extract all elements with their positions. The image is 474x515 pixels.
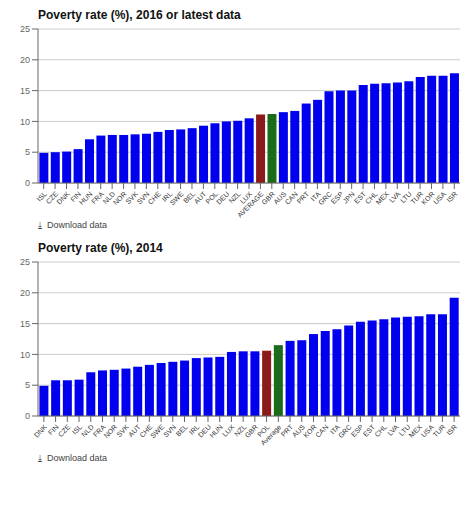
svg-text:HUN: HUN bbox=[208, 423, 224, 439]
svg-text:AUT: AUT bbox=[192, 190, 208, 206]
svg-text:CHE: CHE bbox=[146, 190, 162, 206]
svg-text:FRA: FRA bbox=[91, 423, 107, 439]
svg-text:MEX: MEX bbox=[407, 423, 424, 439]
html-text:⤓ Download data: ⤓ Download data bbox=[38, 453, 107, 463]
svg-text:ISR: ISR bbox=[445, 423, 458, 436]
svg-text:20: 20 bbox=[20, 288, 30, 298]
svg-text:CAN: CAN bbox=[314, 423, 329, 438]
svg-text:NLD: NLD bbox=[80, 423, 95, 438]
svg-text:HUN: HUN bbox=[77, 190, 94, 206]
svg-text:SWE: SWE bbox=[149, 423, 166, 440]
svg-text:PRT: PRT bbox=[295, 190, 311, 205]
svg-text:IRL: IRL bbox=[160, 190, 174, 203]
svg-text:LTU: LTU bbox=[399, 190, 413, 205]
svg-text:15: 15 bbox=[20, 86, 30, 96]
svg-text:GBR: GBR bbox=[243, 423, 260, 439]
svg-text:DEU: DEU bbox=[196, 423, 213, 439]
svg-text:10: 10 bbox=[20, 117, 30, 127]
svg-text:TUR: TUR bbox=[432, 423, 447, 438]
svg-text:ISL: ISL bbox=[35, 190, 48, 203]
svg-text:DEU: DEU bbox=[215, 190, 231, 206]
svg-text:AUS: AUS bbox=[290, 423, 306, 439]
svg-text:BEL: BEL bbox=[181, 190, 197, 205]
svg-text:PRT: PRT bbox=[279, 423, 295, 438]
svg-text:0: 0 bbox=[25, 411, 30, 421]
svg-text:EST: EST bbox=[352, 190, 368, 205]
html-text:⤓ Download data: ⤓ Download data bbox=[38, 220, 107, 230]
svg-text:GRC: GRC bbox=[336, 423, 353, 440]
svg-text:ESP: ESP bbox=[350, 423, 365, 438]
svg-text:GRC: GRC bbox=[317, 190, 334, 207]
svg-text:TUR: TUR bbox=[409, 190, 425, 206]
svg-text:FIN: FIN bbox=[69, 190, 83, 204]
svg-text:ITA: ITA bbox=[328, 423, 342, 436]
svg-text:AUT: AUT bbox=[127, 423, 142, 439]
svg-text:EST: EST bbox=[361, 423, 377, 438]
svg-text:NOR: NOR bbox=[111, 190, 128, 207]
svg-text:POL: POL bbox=[255, 423, 271, 439]
svg-text:SWE: SWE bbox=[168, 190, 185, 207]
svg-text:CHE: CHE bbox=[138, 423, 154, 439]
svg-text:25: 25 bbox=[20, 24, 30, 34]
svg-text:DNK: DNK bbox=[32, 423, 49, 439]
svg-text:LVA: LVA bbox=[386, 423, 400, 437]
svg-text:CHL: CHL bbox=[373, 423, 388, 438]
svg-text:FRA: FRA bbox=[90, 190, 105, 206]
svg-text:CZE: CZE bbox=[57, 423, 72, 438]
svg-text:NLD: NLD bbox=[101, 190, 117, 206]
svg-text:NZL: NZL bbox=[228, 190, 242, 204]
svg-text:GBR: GBR bbox=[260, 190, 276, 206]
svg-text:AVERAGE: AVERAGE bbox=[236, 190, 265, 219]
svg-text:POL: POL bbox=[204, 190, 219, 206]
svg-text:USA: USA bbox=[432, 190, 448, 206]
svg-text:IRL: IRL bbox=[187, 423, 201, 436]
svg-text:25: 25 bbox=[20, 257, 30, 267]
svg-text:CHL: CHL bbox=[363, 190, 379, 206]
svg-text:AUS: AUS bbox=[272, 190, 288, 206]
html-text:Poverty rate (%), 2016 or late: Poverty rate (%), 2016 or latest data bbox=[38, 8, 241, 22]
svg-text:CAN: CAN bbox=[283, 190, 299, 206]
svg-text:Average: Average bbox=[259, 423, 283, 447]
svg-text:SVK: SVK bbox=[124, 190, 140, 206]
svg-text:KOR: KOR bbox=[302, 423, 318, 439]
svg-text:SVN: SVN bbox=[135, 190, 151, 206]
svg-text:SVK: SVK bbox=[115, 423, 130, 438]
svg-text:KOR: KOR bbox=[420, 190, 436, 206]
svg-text:NOR: NOR bbox=[102, 423, 119, 440]
svg-text:15: 15 bbox=[20, 319, 30, 329]
svg-text:LUX: LUX bbox=[238, 190, 254, 205]
svg-text:LTU: LTU bbox=[397, 423, 412, 438]
svg-text:JPN: JPN bbox=[342, 190, 356, 204]
svg-text:SVN: SVN bbox=[162, 423, 177, 438]
svg-text:ITA: ITA bbox=[309, 190, 322, 203]
svg-text:5: 5 bbox=[25, 380, 30, 390]
svg-text:20: 20 bbox=[20, 55, 30, 65]
html-text:Poverty rate (%), 2014: Poverty rate (%), 2014 bbox=[38, 241, 163, 255]
svg-text:BEL: BEL bbox=[174, 423, 188, 437]
svg-text:10: 10 bbox=[20, 350, 30, 360]
svg-text:MEX: MEX bbox=[374, 190, 391, 206]
svg-text:USA: USA bbox=[419, 423, 435, 439]
svg-text:CZE: CZE bbox=[44, 190, 60, 206]
svg-text:NZL: NZL bbox=[233, 423, 248, 438]
svg-text:DNK: DNK bbox=[55, 190, 71, 206]
svg-text:ISR: ISR bbox=[445, 190, 458, 203]
svg-text:0: 0 bbox=[25, 178, 30, 188]
svg-text:FIN: FIN bbox=[46, 423, 60, 437]
svg-text:LUX: LUX bbox=[221, 423, 236, 438]
svg-text:ISL: ISL bbox=[70, 423, 84, 436]
svg-text:ESP: ESP bbox=[329, 190, 345, 206]
svg-text:LVA: LVA bbox=[388, 190, 402, 204]
svg-text:5: 5 bbox=[25, 147, 30, 157]
